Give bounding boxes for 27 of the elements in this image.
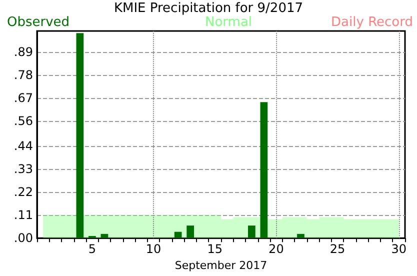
chart-title: KMIE Precipitation for 9/2017 [114, 1, 304, 16]
bar [260, 102, 268, 238]
bar [100, 234, 108, 238]
x-axis-title: September 2017 [174, 259, 268, 272]
y-tick-label: .11 [14, 208, 33, 222]
y-tick-label: .22 [14, 185, 33, 200]
series-label: Observed [7, 15, 70, 30]
bar [297, 234, 304, 238]
bar [174, 232, 182, 238]
y-tick-label: .00 [14, 231, 33, 246]
bar [248, 226, 256, 238]
x-tick-label: 20 [268, 242, 284, 256]
x-tick-label: 30 [391, 242, 407, 256]
y-tick-label: .89 [14, 44, 33, 59]
x-tick-label: 15 [207, 242, 223, 256]
x-tick-label: 5 [88, 242, 96, 256]
y-tick-label: .33 [14, 162, 33, 176]
legend-label: Daily Record [331, 15, 413, 30]
y-tick-label: .78 [14, 68, 33, 82]
x-tick-label: 10 [146, 242, 162, 256]
y-tick-label: .56 [14, 114, 33, 128]
bar [76, 33, 84, 238]
y-tick-label: .44 [14, 139, 33, 154]
y-tick-label: .67 [14, 90, 33, 105]
bar [186, 226, 194, 238]
x-tick-label: 25 [330, 242, 346, 256]
text: Normal [204, 15, 252, 30]
